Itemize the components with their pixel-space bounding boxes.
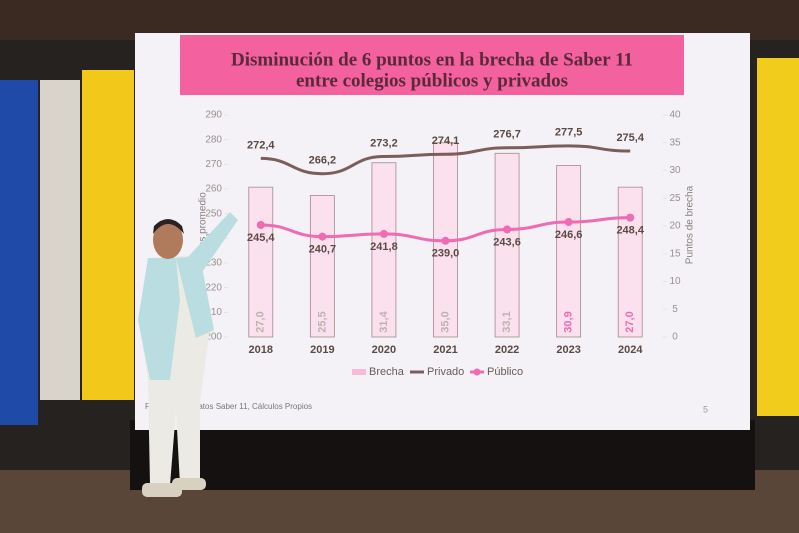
- yellow-panel: [82, 70, 134, 400]
- y2-tick-label: 30: [669, 165, 681, 176]
- y-tick-label: 230: [205, 258, 222, 269]
- title-box: [180, 35, 684, 95]
- presenter: [138, 212, 238, 497]
- y2-tick-label: 25: [669, 193, 681, 204]
- value-label: 277,5: [555, 127, 583, 139]
- value-label: 266,2: [309, 155, 337, 167]
- legend-label: Público: [487, 366, 523, 378]
- y-tick-label: 200: [205, 332, 222, 343]
- title: Disminución de 6 puntos en la brecha de …: [231, 49, 633, 91]
- y2-tick-label: 15: [669, 248, 681, 259]
- title-line: entre colegios públicos y privados: [296, 70, 568, 91]
- legend-marker: [473, 368, 481, 376]
- y2-tick-label: 20: [669, 221, 681, 232]
- point: [379, 229, 388, 238]
- y-tick-label: 220: [205, 282, 222, 293]
- value-label: 241,8: [370, 241, 398, 253]
- point: [441, 236, 450, 245]
- y-tick-label: 260: [205, 184, 222, 195]
- presenter-head: [153, 221, 183, 259]
- presenter-arm: [185, 212, 238, 275]
- value-label: 275,4: [616, 132, 644, 144]
- presenter-shoe: [172, 478, 206, 490]
- y-axis-title: Puntos promedio: [198, 192, 209, 268]
- presenter-jacket: [138, 258, 180, 380]
- title-line: Disminución de 6 puntos en la brecha de …: [231, 49, 633, 70]
- legend-label: Privado: [427, 366, 464, 378]
- presenter-jacket: [176, 256, 214, 338]
- bar-value-label: 35,0: [439, 311, 451, 332]
- y-tick-label: 210: [205, 307, 222, 318]
- x-tick-label: 2022: [495, 344, 519, 356]
- value-label: 276,7: [493, 129, 521, 141]
- page-number: 5: [703, 404, 708, 414]
- screen-base: [130, 420, 755, 490]
- x-tick-label: 2023: [556, 344, 580, 356]
- bar-value-label: 25,5: [316, 311, 328, 332]
- y-tick-label: 270: [205, 159, 222, 170]
- x-tick-label: 2021: [433, 344, 457, 356]
- value-label: 273,2: [370, 137, 398, 149]
- bar: [248, 186, 274, 338]
- bar-value-label: 27,0: [255, 311, 267, 332]
- value-label: 245,4: [247, 232, 275, 244]
- point: [626, 213, 635, 222]
- value-label: 272,4: [247, 139, 275, 151]
- y2-tick-label: 0: [672, 332, 678, 343]
- x-tick-label: 2019: [310, 344, 334, 356]
- yellow-panel: [757, 58, 799, 416]
- blue-panel: [0, 80, 38, 425]
- x-tick-label: 2018: [249, 344, 273, 356]
- bar: [309, 195, 335, 338]
- bar: [371, 162, 397, 338]
- y2-axis-title: Puntos de brecha: [685, 185, 696, 264]
- point: [503, 225, 512, 234]
- y-tick-label: 290: [205, 110, 222, 121]
- bar-value-label: 30,9: [563, 311, 575, 332]
- value-label: 243,6: [493, 236, 521, 248]
- plot: 2002102202302402502602702802900510152025…: [205, 110, 681, 378]
- value-label: 240,7: [309, 244, 337, 256]
- point: [256, 221, 265, 230]
- point: [318, 232, 327, 241]
- bar-value-label: 33,1: [501, 311, 513, 332]
- y2-tick-label: 40: [669, 110, 681, 121]
- white-panel: [40, 80, 80, 400]
- bar: [494, 152, 520, 338]
- bar-value-label: 31,4: [378, 310, 390, 332]
- value-label: 239,0: [432, 248, 460, 260]
- y2-tick-label: 5: [672, 304, 678, 315]
- x-tick-label: 2020: [372, 344, 396, 356]
- y-tick-label: 280: [205, 134, 222, 145]
- bar-value-label: 27,0: [624, 311, 636, 332]
- value-label: 274,1: [432, 135, 460, 147]
- y-tick-label: 250: [205, 208, 222, 219]
- legend-swatch: [352, 369, 366, 375]
- x-tick-label: 2024: [618, 344, 643, 356]
- line: [260, 144, 631, 176]
- source: Fuente: Microdatos Saber 11, Cálculos Pr…: [145, 402, 312, 411]
- value-label: 248,4: [616, 225, 644, 237]
- presenter-hair: [153, 219, 184, 234]
- presenter-shoe: [142, 483, 182, 497]
- value-label: 246,6: [555, 229, 583, 241]
- y2-tick-label: 10: [669, 276, 681, 287]
- point: [564, 218, 573, 227]
- legend-label: Brecha: [369, 366, 405, 378]
- bar: [617, 186, 643, 338]
- bar: [556, 165, 582, 338]
- y2-tick-label: 35: [669, 137, 681, 148]
